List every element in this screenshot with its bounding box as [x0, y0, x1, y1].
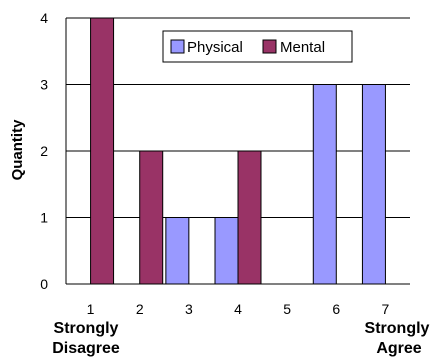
annotation-left-line1: Strongly — [54, 320, 119, 337]
annotation-right-line2: Agree — [376, 340, 421, 357]
x-tick-labels: 1 2 3 4 5 6 7 — [87, 301, 390, 317]
bar-mental-1 — [90, 17, 115, 285]
legend-label-mental: Mental — [280, 39, 325, 56]
bar-physical-7 — [361, 84, 386, 285]
x-tick-label: 5 — [283, 301, 291, 317]
x-tick-label: 7 — [382, 301, 390, 317]
bar-physical-3 — [165, 217, 190, 285]
bar-physical-4 — [214, 217, 239, 285]
y-tick-label: 0 — [40, 276, 48, 292]
y-tick-labels: 0 1 2 3 4 — [40, 10, 48, 292]
x-tick-label: 6 — [332, 301, 340, 317]
x-tick-label: 4 — [234, 301, 242, 317]
scale-annotations: Strongly Disagree Strongly Agree — [52, 320, 429, 357]
annotation-right-line1: Strongly — [365, 320, 430, 337]
y-tick-label: 4 — [40, 10, 48, 26]
y-tick-label: 3 — [40, 77, 48, 93]
legend-swatch-physical — [170, 39, 185, 54]
legend-box — [162, 30, 353, 63]
y-axis-label: Quantity — [9, 119, 26, 180]
axes — [65, 18, 410, 285]
x-tick-label: 2 — [136, 301, 144, 317]
bars — [90, 17, 386, 285]
x-tick-label: 1 — [87, 301, 95, 317]
bar-physical-6 — [312, 84, 337, 285]
y-tick-label: 2 — [40, 143, 48, 159]
y-tick-label: 1 — [40, 210, 48, 226]
bar-mental-4 — [237, 150, 262, 285]
legend-label-physical: Physical — [187, 39, 243, 56]
x-tick-label: 3 — [185, 301, 193, 317]
bar-mental-2 — [139, 150, 164, 285]
legend: Physical Mental — [162, 30, 353, 63]
annotation-left-line2: Disagree — [52, 340, 120, 357]
legend-swatch-mental — [262, 39, 277, 54]
